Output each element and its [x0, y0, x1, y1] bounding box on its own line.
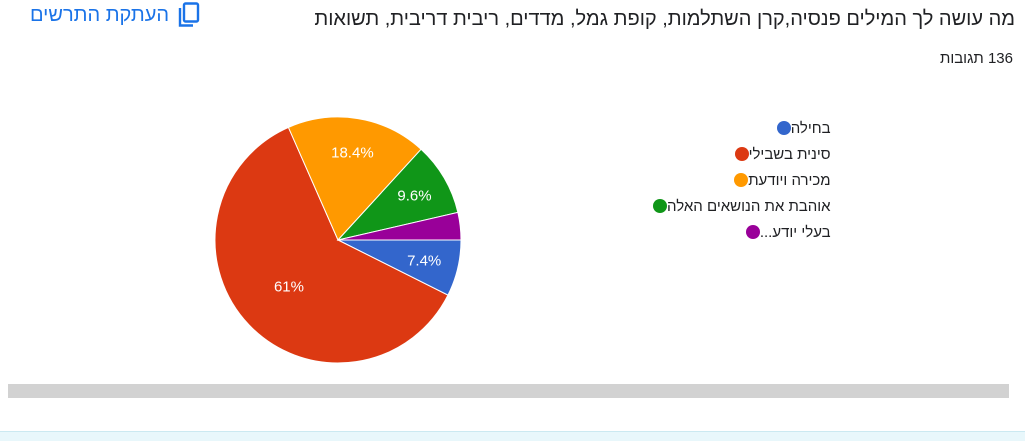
pie-slice-4[interactable]	[337, 211, 462, 241]
legend-item[interactable]: סינית בשבילי	[645, 141, 831, 167]
legend-label: סינית בשבילי	[748, 145, 831, 163]
bottom-panel-edge	[0, 431, 1025, 441]
question-title: מה עושה לך המילים פנסיה,קרן השתלמות, קופ…	[314, 8, 1015, 30]
pie-slice-2[interactable]	[287, 116, 422, 241]
legend-label: בחילה	[790, 119, 831, 137]
chart-legend: בחילה סינית בשבילי מכירה ויודעת אוהבת את הנ…	[645, 115, 831, 245]
pie-slice-1[interactable]	[214, 126, 449, 364]
legend-color-dot	[734, 147, 749, 161]
legend-color-dot	[745, 225, 760, 239]
legend-label: מכירה ויודעת	[748, 171, 831, 189]
pie-slice-3[interactable]	[336, 148, 459, 241]
copy-chart-label: העתקת התרשים	[30, 3, 170, 26]
legend-color-dot	[653, 199, 667, 213]
legend-color-dot	[734, 173, 749, 187]
pie-label-0: 7.4%	[407, 252, 441, 269]
legend-label: בעלי יודע...	[759, 223, 831, 241]
legend-label: אוהבת את הנושאים האלה	[667, 197, 831, 215]
pie-label-1: 61%	[274, 279, 304, 296]
legend-item[interactable]: בעלי יודע...	[645, 219, 831, 245]
legend-item[interactable]: אוהבת את הנושאים האלה	[645, 193, 831, 219]
copy-icon	[177, 2, 201, 28]
copy-chart-button[interactable]: העתקת התרשים	[30, 2, 201, 28]
horizontal-scrollbar[interactable]	[8, 384, 1009, 398]
pie-chart: 7.4% 61% 18.4% 9.6%	[214, 116, 462, 364]
pie-label-3: 9.6%	[397, 187, 431, 204]
response-count: 136 תגובות	[939, 50, 1013, 67]
pie-label-2: 18.4%	[331, 145, 374, 162]
legend-color-dot	[776, 121, 791, 135]
legend-item[interactable]: בחילה	[645, 115, 831, 141]
legend-item[interactable]: מכירה ויודעת	[645, 167, 831, 193]
